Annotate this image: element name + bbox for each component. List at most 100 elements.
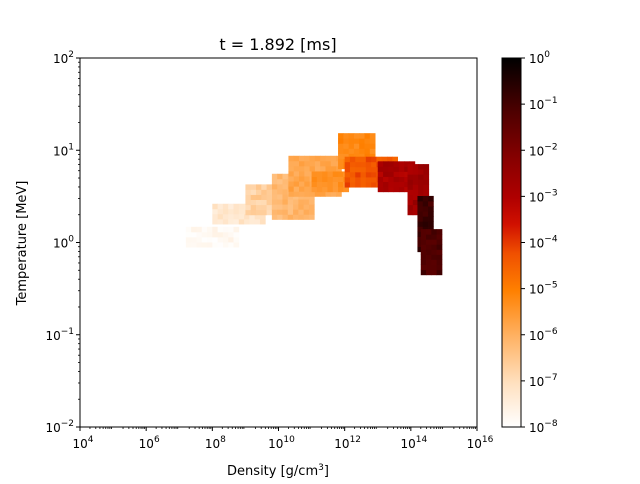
heatmap-cell [309, 165, 316, 172]
heatmap-cell [311, 171, 318, 177]
colorbar-tick-label-7: 10−1 [529, 96, 558, 112]
heatmap-cell [431, 264, 438, 271]
heatmap-cell [185, 226, 192, 233]
heatmap-cell [250, 184, 257, 190]
heatmap-cell [249, 218, 256, 225]
heatmap-cell [407, 209, 414, 216]
heatmap-cell [355, 161, 361, 168]
heatmap-cell [282, 188, 289, 195]
heatmap-cell [228, 208, 234, 215]
heatmap-cell [431, 259, 438, 266]
heatmap-cell [393, 171, 400, 177]
x-tick-label-1: 106 [139, 435, 160, 451]
heatmap-cell [299, 165, 305, 172]
heatmap-cell [388, 176, 395, 183]
heatmap-cell [355, 177, 361, 183]
heatmap-cell [254, 218, 261, 225]
heatmap-cell [377, 181, 384, 188]
heatmap-cell [343, 148, 350, 154]
heatmap-cell [360, 177, 367, 183]
heatmap-cell [422, 206, 429, 212]
heatmap-cell [185, 231, 192, 238]
heatmap-cell [298, 214, 305, 220]
heatmap-cell [398, 186, 405, 193]
heatmap-cell [293, 181, 300, 187]
heatmap-cell [436, 264, 443, 271]
heatmap-cell [371, 166, 377, 173]
heatmap-cell [404, 176, 410, 183]
heatmap-cell [423, 164, 430, 170]
heatmap-cell [282, 183, 289, 190]
heatmap-cell [426, 239, 432, 245]
heatmap-cell [196, 236, 203, 243]
heatmap-cell [322, 176, 328, 183]
heatmap-cell [309, 191, 316, 197]
heatmap-cell [420, 254, 427, 260]
heatmap-cell [436, 254, 443, 260]
heatmap-cell [371, 156, 377, 163]
heatmap-cell [428, 221, 434, 227]
heatmap-cell [338, 143, 344, 149]
heatmap-cell [222, 213, 229, 220]
colorbar-tick-label-3: 10−5 [529, 281, 558, 297]
heatmap-cell [338, 158, 344, 165]
heatmap-cell [299, 160, 305, 167]
heatmap-cell [407, 174, 414, 180]
heatmap-cell [436, 239, 443, 245]
heatmap-cell [261, 194, 267, 201]
heatmap-cell [238, 203, 245, 210]
colorbar-tick-label-5: 10−3 [529, 188, 558, 204]
heatmap-cell [383, 166, 389, 172]
heatmap-cell [436, 244, 443, 250]
heatmap-cell [387, 156, 393, 163]
heatmap-cell [412, 164, 419, 170]
heatmap-cell [428, 226, 434, 232]
heatmap-cell [304, 191, 310, 197]
heatmap-cell [207, 226, 213, 233]
heatmap-cell [320, 155, 326, 162]
heatmap-cell [308, 204, 315, 210]
heatmap-cell [381, 156, 388, 163]
heatmap-cell [359, 133, 365, 139]
heatmap-cell [349, 156, 356, 163]
heatmap-cell [428, 195, 434, 202]
heatmap-cell [233, 236, 240, 243]
heatmap-cell [308, 194, 315, 200]
heatmap-cell [207, 236, 213, 243]
heatmap-cell [261, 204, 267, 211]
heatmap-cell [417, 241, 424, 248]
heatmap-cell [407, 189, 414, 195]
heatmap-cell [431, 254, 438, 260]
heatmap-cell [316, 186, 323, 193]
heatmap-cell [293, 209, 299, 215]
heatmap-cell [365, 166, 372, 173]
heatmap-cell [348, 138, 355, 144]
heatmap-cell [436, 259, 443, 266]
heatmap-cell [245, 189, 252, 195]
heatmap-cell [343, 143, 350, 149]
heatmap-cell [277, 173, 283, 180]
heatmap-cell [420, 234, 427, 240]
y-tick-label-0: 10−2 [45, 419, 74, 435]
heatmap-cell [256, 204, 262, 211]
heatmap-cell [311, 181, 318, 188]
heatmap-cell [238, 208, 245, 215]
heatmap-cell [417, 211, 424, 217]
heatmap-cell [288, 155, 295, 162]
heatmap-cell [417, 195, 424, 202]
x-axis: 104 106 108 1010 1012 1014 1016 [72, 427, 494, 451]
heatmap-cell [222, 231, 229, 238]
heatmap-cell [338, 133, 344, 139]
heatmap-cell [369, 153, 376, 159]
heatmap-cell [228, 242, 234, 248]
heatmap-cell [377, 161, 384, 167]
heatmap-cell [332, 181, 339, 188]
heatmap-cell [201, 242, 208, 248]
heatmap-cell [338, 181, 344, 188]
heatmap-cell [327, 171, 334, 177]
heatmap-cell [393, 166, 400, 172]
heatmap-cell [338, 163, 344, 170]
heatmap-cell [277, 209, 283, 215]
heatmap-cell [343, 186, 350, 193]
